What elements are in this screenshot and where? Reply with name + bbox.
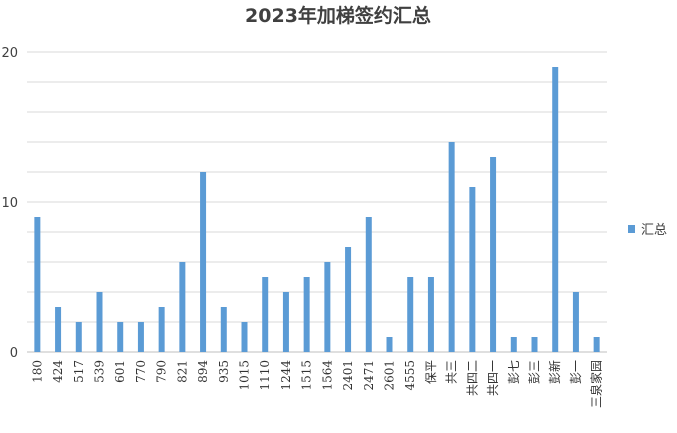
x-tick-label: 彭一 (569, 360, 583, 384)
x-tick-label: 1244 (279, 360, 293, 391)
bar (490, 157, 497, 352)
x-tick-label: 894 (196, 360, 210, 383)
bar (262, 277, 269, 352)
x-tick-label: 1110 (258, 360, 272, 391)
x-tick-label: 共三 (445, 360, 459, 384)
bar (469, 187, 476, 352)
x-tick-label: 彭新 (547, 360, 562, 384)
bar (427, 277, 434, 352)
bar (220, 307, 227, 352)
x-tick-label: 4555 (403, 360, 417, 391)
x-tick-label: 539 (93, 360, 107, 383)
x-tick-label: 1515 (300, 360, 314, 391)
chart-title: 2023年加梯签约汇总 (245, 4, 431, 27)
bars (34, 67, 600, 352)
bar (241, 322, 248, 352)
x-tick-label: 821 (175, 360, 189, 383)
bar (365, 217, 372, 352)
bar (282, 292, 289, 352)
bar (55, 307, 62, 352)
y-tick-label: 0 (10, 346, 18, 361)
x-tick-label: 2401 (341, 360, 355, 391)
x-tick-label: 2601 (383, 360, 397, 391)
y-tick-label: 20 (1, 46, 18, 61)
bar (303, 277, 310, 352)
bar (345, 247, 352, 352)
x-tick-label: 935 (217, 360, 231, 383)
bar (324, 262, 331, 352)
legend-swatch (628, 225, 635, 233)
bar (34, 217, 41, 352)
gridlines (27, 51, 607, 353)
y-axis-ticks: 0 10 20 (1, 46, 18, 361)
bar (200, 172, 207, 352)
bar (407, 277, 414, 352)
x-tick-label: 共四二 (465, 360, 479, 396)
bar (572, 292, 579, 352)
bar (510, 337, 517, 352)
x-tick-label: 770 (134, 360, 148, 383)
x-tick-label: 2471 (362, 360, 376, 391)
x-axis-ticks: 180 424 517 539 601 770 790 821 894 935 1015 1110 12… (30, 360, 603, 408)
x-tick-label: 1015 (238, 360, 252, 391)
x-tick-label: 彭三 (528, 360, 542, 384)
x-tick-label: 424 (51, 360, 65, 383)
x-tick-label: 1564 (320, 360, 334, 391)
x-tick-label: 601 (113, 360, 127, 383)
x-tick-label: 共四一 (486, 360, 500, 396)
bar (158, 307, 165, 352)
legend-label: 汇总 (641, 223, 667, 238)
legend: 汇总 (628, 223, 667, 238)
bar (552, 67, 559, 352)
x-tick-label: 彭七 (507, 360, 521, 384)
bar (179, 262, 186, 352)
x-tick-label: 517 (72, 360, 86, 383)
bar (448, 142, 455, 352)
bar (593, 337, 600, 352)
y-tick-label: 10 (1, 196, 18, 211)
bar (117, 322, 124, 352)
x-tick-label: 保平 (424, 360, 438, 384)
bar (531, 337, 538, 352)
x-tick-label: 三泉家园 (589, 360, 604, 408)
x-tick-label: 790 (155, 360, 169, 383)
bar (386, 337, 393, 352)
x-tick-label: 180 (30, 360, 44, 383)
bar (137, 322, 144, 352)
bar (96, 292, 103, 352)
bar (75, 322, 82, 352)
